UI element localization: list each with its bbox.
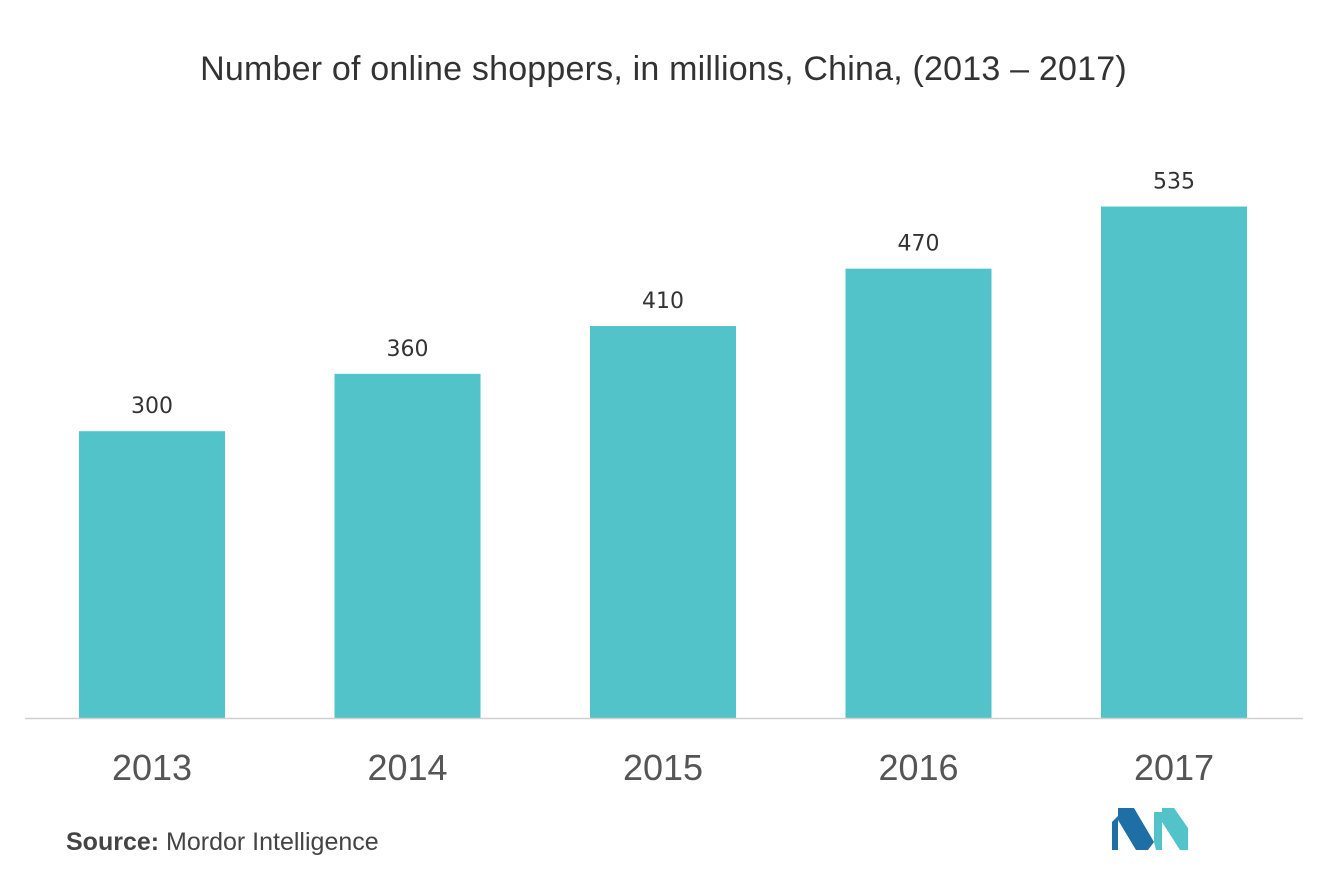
bar-2015 [590,326,736,718]
x-tick-label-2013: 2013 [112,747,192,788]
value-label-2014: 360 [387,337,429,362]
bar-2014 [334,373,481,718]
value-label-2013: 300 [131,394,173,419]
source-note: Source: Mordor Intelligence [66,828,379,857]
x-tick-label-2014: 2014 [367,747,447,788]
logo-right-shape [1162,808,1188,850]
logo-diagonal-shape [1118,808,1154,850]
value-labels-layer: 300 360 410 470 535 [131,170,1195,420]
x-tick-labels-layer: 2013 2014 2015 2016 2017 [112,747,1214,788]
bars-layer [79,206,1247,719]
x-tick-label-2016: 2016 [878,747,958,788]
value-label-2017: 535 [1153,170,1195,195]
value-label-2015: 410 [642,289,684,314]
logo-left-shape [1112,816,1118,850]
chart-title: Number of online shoppers, in millions, … [200,50,1127,88]
x-tick-label-2017: 2017 [1134,747,1214,788]
bar-2013 [79,431,225,718]
source-value: Mordor Intelligence [166,828,379,856]
bar-2016 [845,268,992,718]
value-label-2016: 470 [898,232,940,257]
bar-2017 [1101,206,1247,719]
logo-middle-shape [1154,812,1162,850]
mordor-intelligence-logo [1112,808,1188,850]
source-key: Source: [66,828,160,856]
x-tick-label-2015: 2015 [623,747,703,788]
